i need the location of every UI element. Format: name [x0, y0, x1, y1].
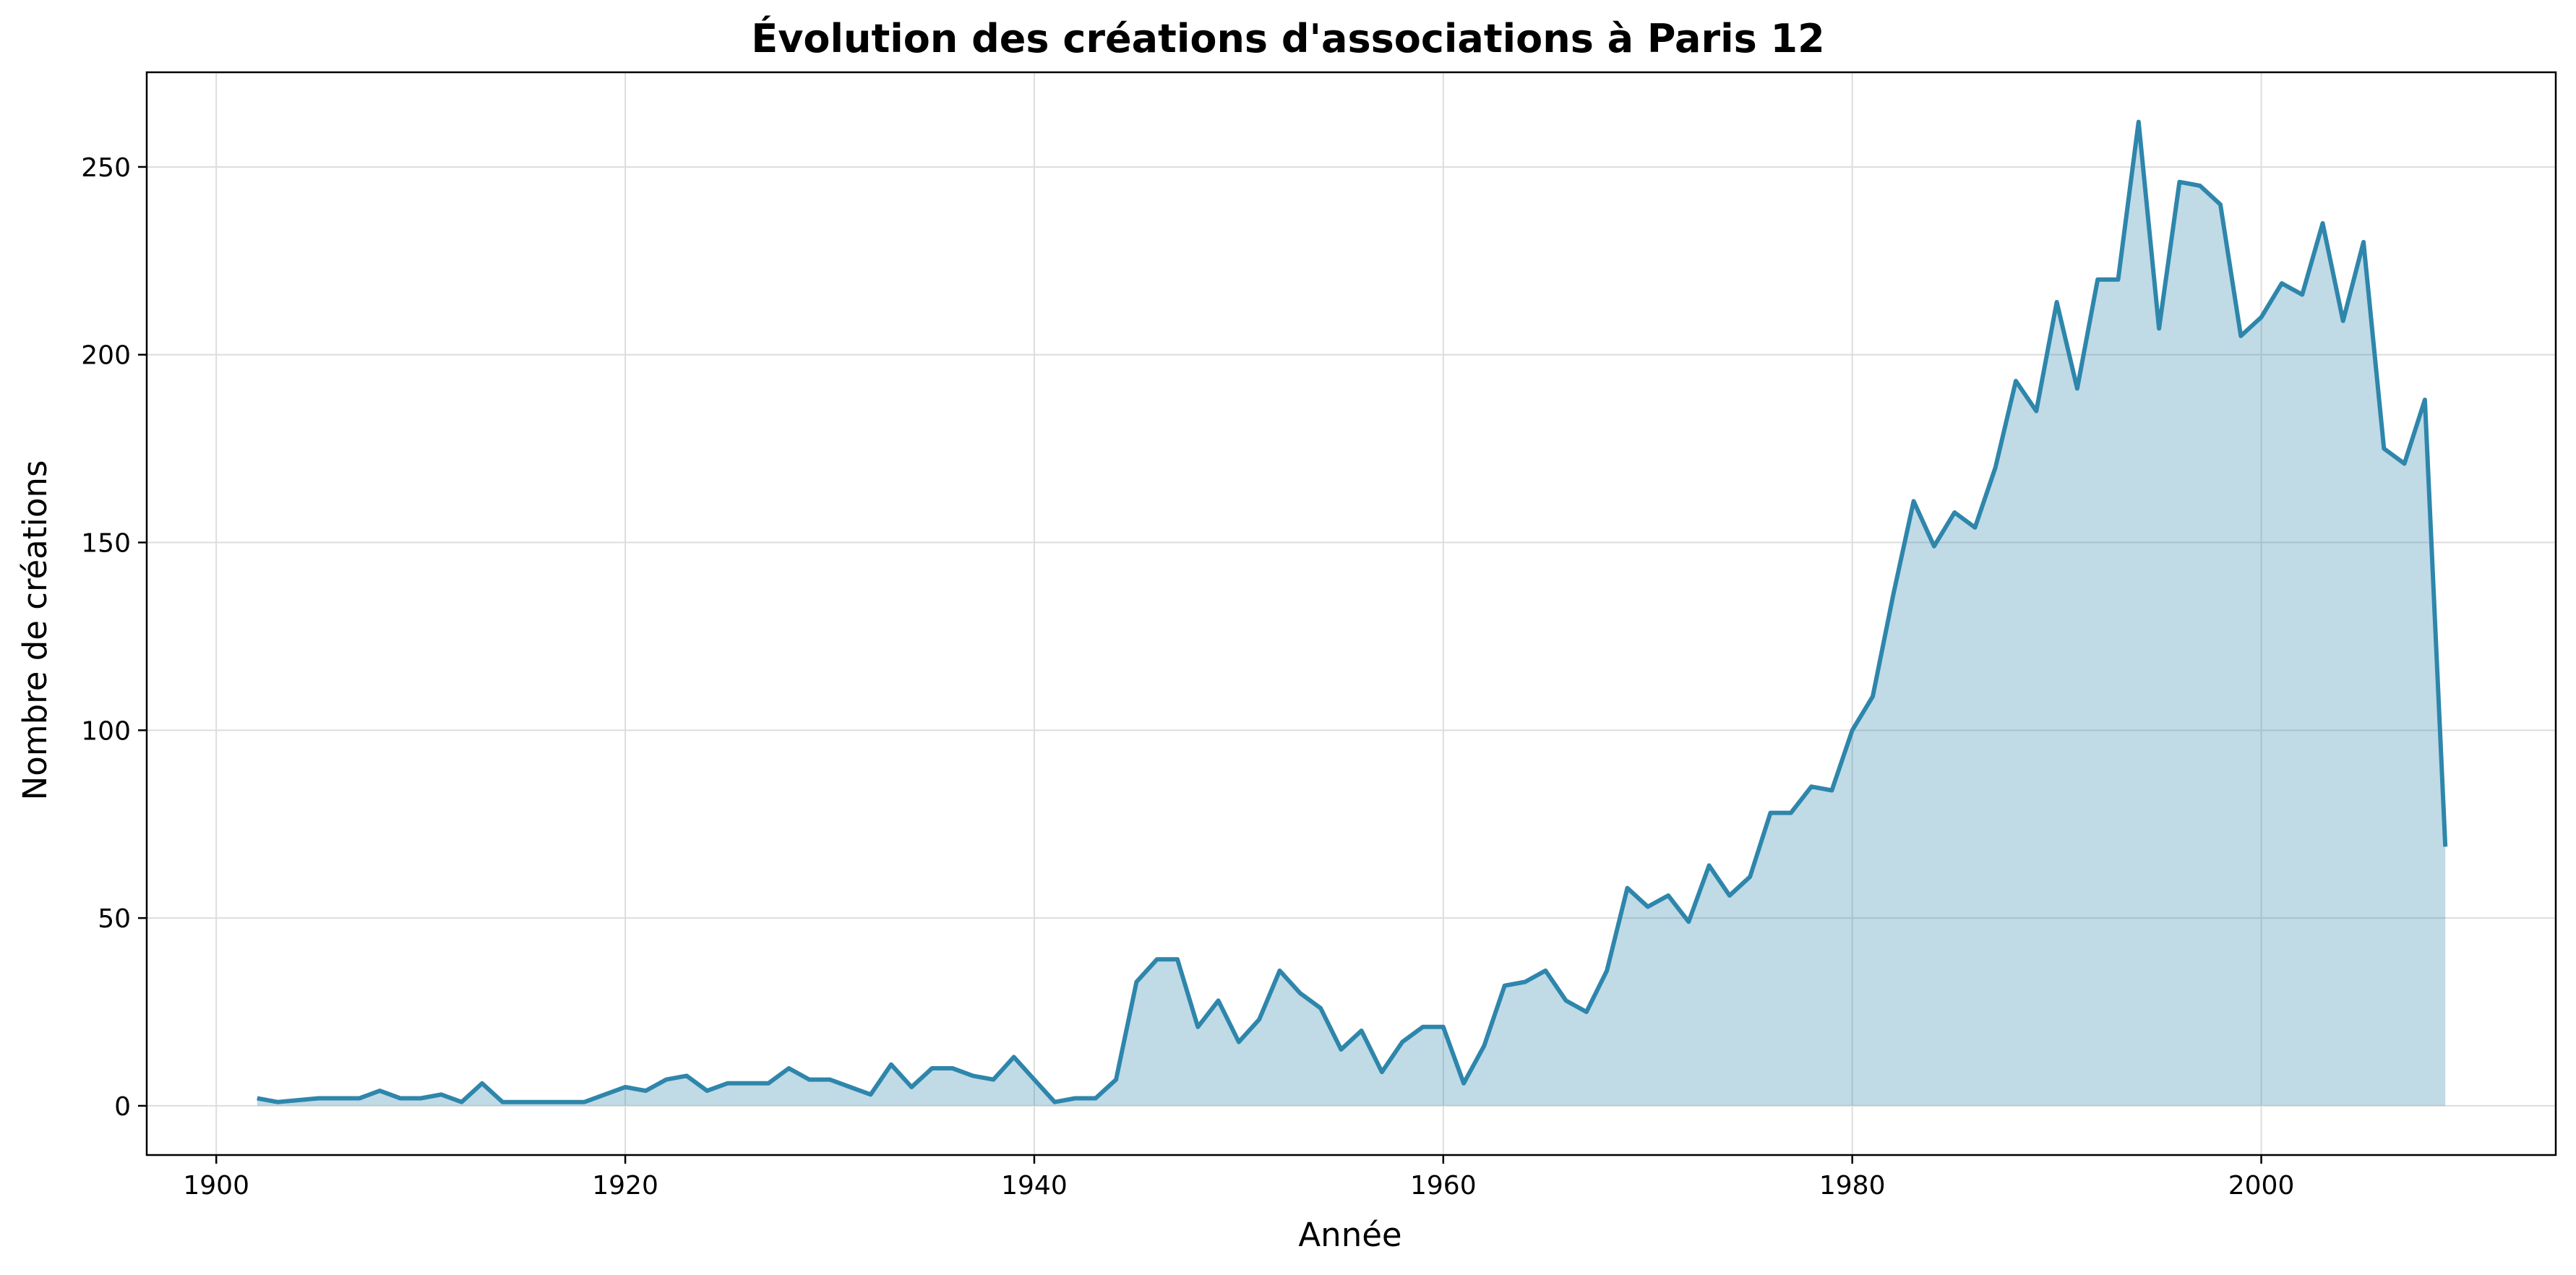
y-tick-label: 100: [81, 716, 131, 746]
area-fill: [257, 121, 2446, 1106]
y-tick-label: 50: [98, 904, 131, 934]
x-tick-label: 1920: [592, 1171, 658, 1201]
chart-title: Évolution des créations d'associations à…: [751, 16, 1824, 61]
y-axis-label: Nombre de créations: [16, 460, 54, 801]
x-tick-label: 1940: [1001, 1171, 1068, 1201]
ticks-layer: 1900 1920 1940 1960 1980 2000 0 50 100 150 200 250: [81, 153, 2294, 1201]
plot-frame: [145, 71, 2557, 1156]
x-tick-label: 1980: [1819, 1171, 1886, 1201]
series-line: [257, 119, 2448, 1104]
y-tick-label: 150: [81, 529, 131, 559]
y-tick-label: 0: [114, 1092, 131, 1122]
grid-layer: [147, 72, 2556, 1155]
x-tick-label: 1900: [183, 1171, 249, 1201]
y-tick-label: 200: [81, 341, 131, 371]
x-tick-label: 2000: [2228, 1171, 2295, 1201]
y-tick-label: 250: [81, 153, 131, 183]
x-tick-label: 1960: [1410, 1171, 1477, 1201]
x-axis-label: Année: [1298, 1216, 1401, 1254]
